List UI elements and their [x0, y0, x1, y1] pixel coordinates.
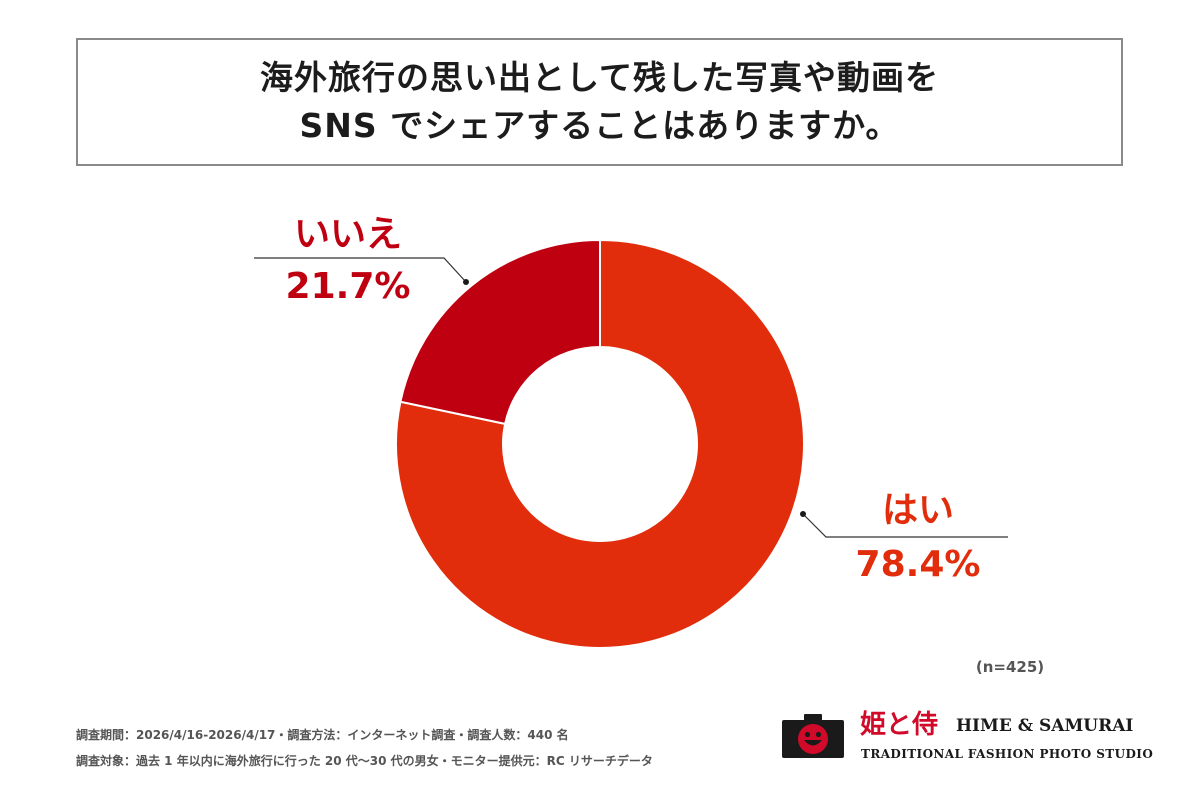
- camera-smile-icon: [782, 714, 844, 758]
- brand-logo: 姫と侍 HIME & SAMURAI TRADITIONAL FASHION P…: [782, 708, 1153, 768]
- slice-label-2: いいえ: [294, 214, 402, 255]
- title-box: 海外旅行の思い出として残した写真や動画を SNS でシェアすることはありますか。: [76, 38, 1123, 166]
- slices-layer: [395, 238, 805, 649]
- labels-layer: はい 78.4% いいえ 21.7%: [286, 214, 981, 585]
- leaders-layer: [254, 257, 1008, 538]
- survey-footer-line2: 調査対象：過去 1 年以内に海外旅行に行った 20 代〜30 代の男女・モニター…: [76, 754, 653, 768]
- slice-value-label-2: 21.7%: [286, 266, 411, 307]
- chart-title-line2: SNS でシェアすることはありますか。: [299, 106, 900, 145]
- donut-slice-2: [399, 238, 601, 426]
- donut-slice-1: [395, 238, 805, 649]
- leader-line-1: [802, 513, 1008, 538]
- slice-value-label-1: 78.4%: [856, 544, 981, 585]
- leader-dot-1: [800, 511, 806, 517]
- logo-kanji: 姫と侍: [860, 710, 939, 740]
- chart-title-line1: 海外旅行の思い出として残した写真や動画を: [259, 58, 939, 97]
- leader-dot-2: [463, 279, 469, 285]
- logo-name: HIME & SAMURAI: [956, 716, 1134, 736]
- logo-tagline: TRADITIONAL FASHION PHOTO STUDIO: [861, 747, 1154, 761]
- survey-footer: 調査期間：2026/4/16-2026/4/17・調査方法：インターネット調査・…: [76, 722, 653, 774]
- sample-size-label: (n=425): [975, 658, 1045, 676]
- slice-label-1: はい: [882, 490, 954, 531]
- leader-line-2: [254, 257, 467, 283]
- survey-footer-line1: 調査期間：2026/4/16-2026/4/17・調査方法：インターネット調査・…: [76, 728, 569, 742]
